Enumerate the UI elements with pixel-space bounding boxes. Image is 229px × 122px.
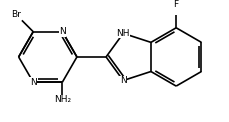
Text: Br: Br [11,10,21,19]
Text: NH₂: NH₂ [54,95,71,104]
Text: N: N [120,76,127,85]
Text: F: F [174,0,179,9]
Text: N: N [30,78,37,87]
Text: N: N [59,27,66,36]
Text: NH: NH [117,29,130,38]
